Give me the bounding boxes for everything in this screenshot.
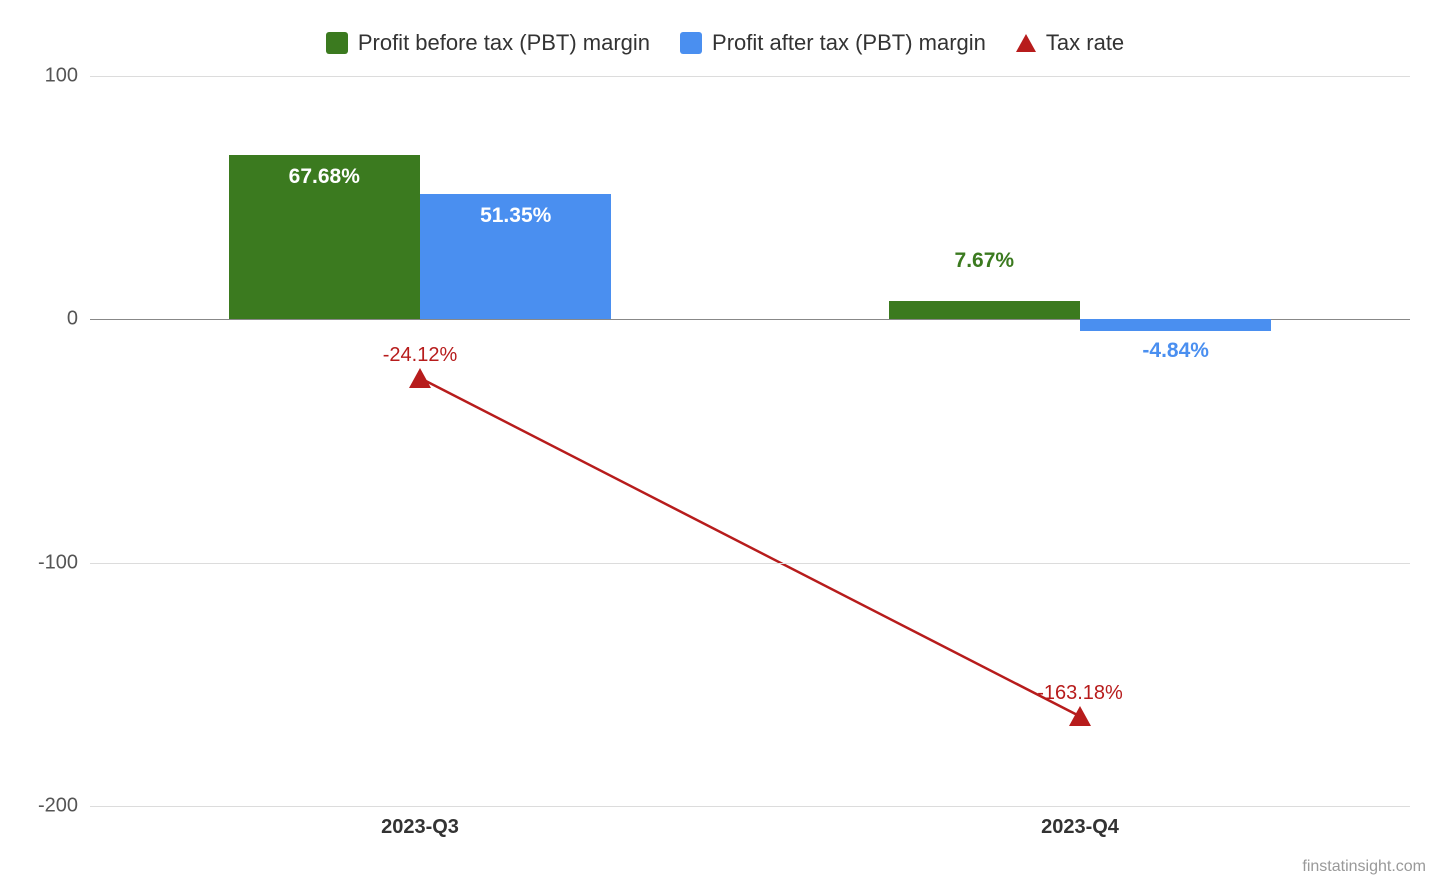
- tax-rate-marker: [1069, 706, 1091, 726]
- x-tick-label: 2023-Q3: [381, 816, 459, 839]
- legend-label-pbt-before: Profit before tax (PBT) margin: [358, 30, 650, 56]
- bar-pbt-after-1: [1080, 319, 1271, 331]
- plot-area: 1000-100-2002023-Q32023-Q467.68%51.35%7.…: [90, 76, 1410, 806]
- legend-item-pbt-after: Profit after tax (PBT) margin: [680, 30, 986, 56]
- tax-rate-label: -163.18%: [1037, 682, 1123, 705]
- legend-item-pbt-before: Profit before tax (PBT) margin: [326, 30, 650, 56]
- y-tick-label: 0: [67, 308, 78, 331]
- legend-item-tax-rate: Tax rate: [1016, 30, 1124, 56]
- grid-line: [90, 76, 1410, 77]
- bar-label-pbt-after-0: 51.35%: [480, 204, 551, 228]
- y-tick-label: -200: [38, 795, 78, 818]
- bar-label-pbt-after-1: -4.84%: [1142, 339, 1209, 363]
- grid-line: [90, 563, 1410, 564]
- tax-rate-label: -24.12%: [383, 344, 458, 367]
- legend-label-pbt-after: Profit after tax (PBT) margin: [712, 30, 986, 56]
- watermark: finstatinsight.com: [1302, 858, 1426, 876]
- bar-label-pbt-before-0: 67.68%: [289, 165, 360, 189]
- legend-swatch-pbt-before: [326, 32, 348, 54]
- bar-label-pbt-before-1: 7.67%: [955, 249, 1015, 273]
- tax-rate-marker: [409, 368, 431, 388]
- legend-triangle-tax-rate: [1016, 34, 1036, 52]
- chart-container: Profit before tax (PBT) margin Profit af…: [20, 20, 1430, 876]
- x-tick-label: 2023-Q4: [1041, 816, 1119, 839]
- legend-label-tax-rate: Tax rate: [1046, 30, 1124, 56]
- y-tick-label: 100: [45, 65, 78, 88]
- y-tick-label: -100: [38, 551, 78, 574]
- legend: Profit before tax (PBT) margin Profit af…: [20, 20, 1430, 76]
- legend-swatch-pbt-after: [680, 32, 702, 54]
- bar-pbt-before-1: [889, 301, 1080, 320]
- grid-line: [90, 806, 1410, 807]
